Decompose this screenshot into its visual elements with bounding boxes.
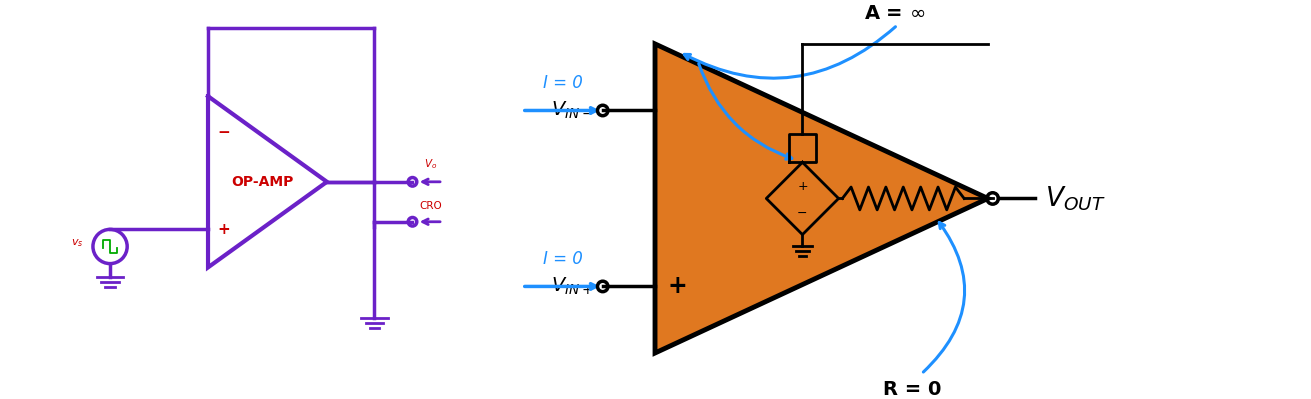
Text: OP-AMP: OP-AMP xyxy=(232,175,294,189)
Text: I = 0: I = 0 xyxy=(543,74,582,93)
Text: A = $\infty$: A = $\infty$ xyxy=(864,4,926,23)
Polygon shape xyxy=(656,44,988,353)
Text: R = 0: R = 0 xyxy=(884,379,941,399)
Text: $v_s$: $v_s$ xyxy=(71,237,84,249)
Text: +: + xyxy=(667,275,687,298)
Text: I = 0: I = 0 xyxy=(543,250,582,269)
Text: $V_{OUT}$: $V_{OUT}$ xyxy=(1045,184,1105,213)
Text: CRO: CRO xyxy=(420,201,442,211)
Text: +: + xyxy=(218,222,231,237)
Text: $V_o$: $V_o$ xyxy=(423,158,437,171)
Text: $V_{IN+}$: $V_{IN+}$ xyxy=(551,276,593,297)
Text: −: − xyxy=(218,125,231,140)
Text: $V_{IN-}$: $V_{IN-}$ xyxy=(551,100,593,121)
Text: +: + xyxy=(797,180,808,193)
Text: −: − xyxy=(797,207,808,220)
